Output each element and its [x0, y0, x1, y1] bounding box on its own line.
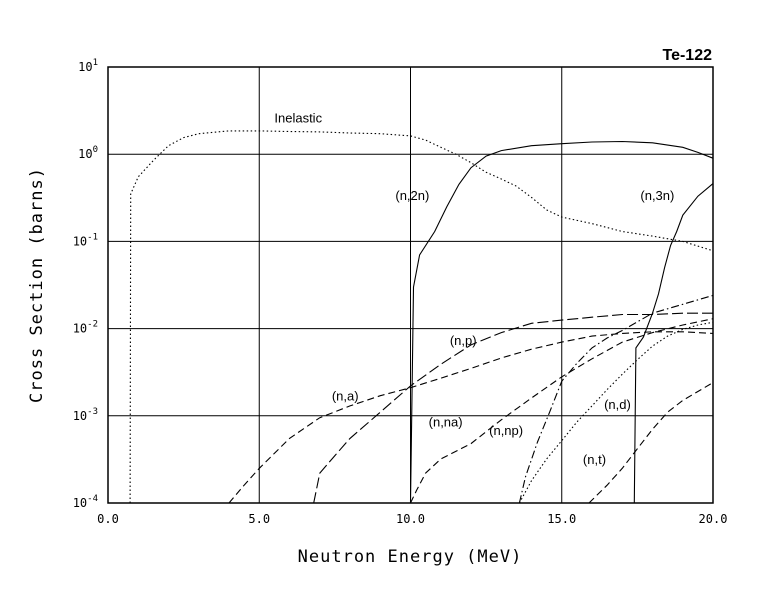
x-tick-label: 0.0	[97, 512, 119, 526]
y-tick-label: 10-1	[73, 232, 98, 248]
grid	[108, 67, 713, 503]
series-label-n-na: (n,na)	[429, 415, 463, 430]
series-label-n-d: (n,d)	[604, 397, 631, 412]
series-line-n-na	[410, 318, 714, 504]
y-tick-label: 100	[78, 145, 98, 161]
plot-frame	[107, 66, 714, 504]
series-label-n-p: (n,p)	[450, 333, 477, 348]
series-line-n-2n	[409, 140, 714, 504]
y-tick-label: 10-3	[73, 407, 98, 423]
x-tick-labels: 0.0 5.0 10.0 15.0 20.0	[97, 512, 727, 526]
series-label-inelastic: Inelastic	[274, 111, 322, 126]
series-label-n-2n: (n,2n)	[395, 188, 429, 203]
y-tick-label: 10-2	[73, 320, 98, 336]
series-label-n-a: (n,a)	[332, 388, 359, 403]
x-axis-title: Neutron Energy (MeV)	[298, 547, 523, 567]
x-tick-label: 5.0	[248, 512, 270, 526]
x-tick-label: 20.0	[699, 512, 728, 526]
x-tick-label: 15.0	[547, 512, 576, 526]
series-labels: Inelastic (n,2n) (n,3n) (n,p) (n,a) (n,na) (n,…	[274, 111, 674, 467]
series-layer	[129, 130, 714, 504]
series-label-n-np: (n,np)	[489, 423, 523, 438]
series-line-n-np	[518, 294, 714, 504]
y-tick-label: 101	[78, 58, 98, 74]
y-tick-labels: 10-4 10-3 10-2 10-1 100 101	[73, 58, 98, 510]
series-line-n-3n	[633, 183, 714, 504]
series-line-n-p	[313, 312, 713, 504]
y-axis-title: Cross Section (barns)	[27, 167, 47, 403]
series-label-n-t: (n,t)	[583, 452, 606, 467]
series-label-n-3n: (n,3n)	[640, 188, 674, 203]
series-line-n-a	[228, 331, 714, 504]
y-tick-label: 10-4	[73, 494, 98, 510]
x-tick-label: 10.0	[396, 512, 425, 526]
chart-title: Te-122	[662, 47, 712, 64]
